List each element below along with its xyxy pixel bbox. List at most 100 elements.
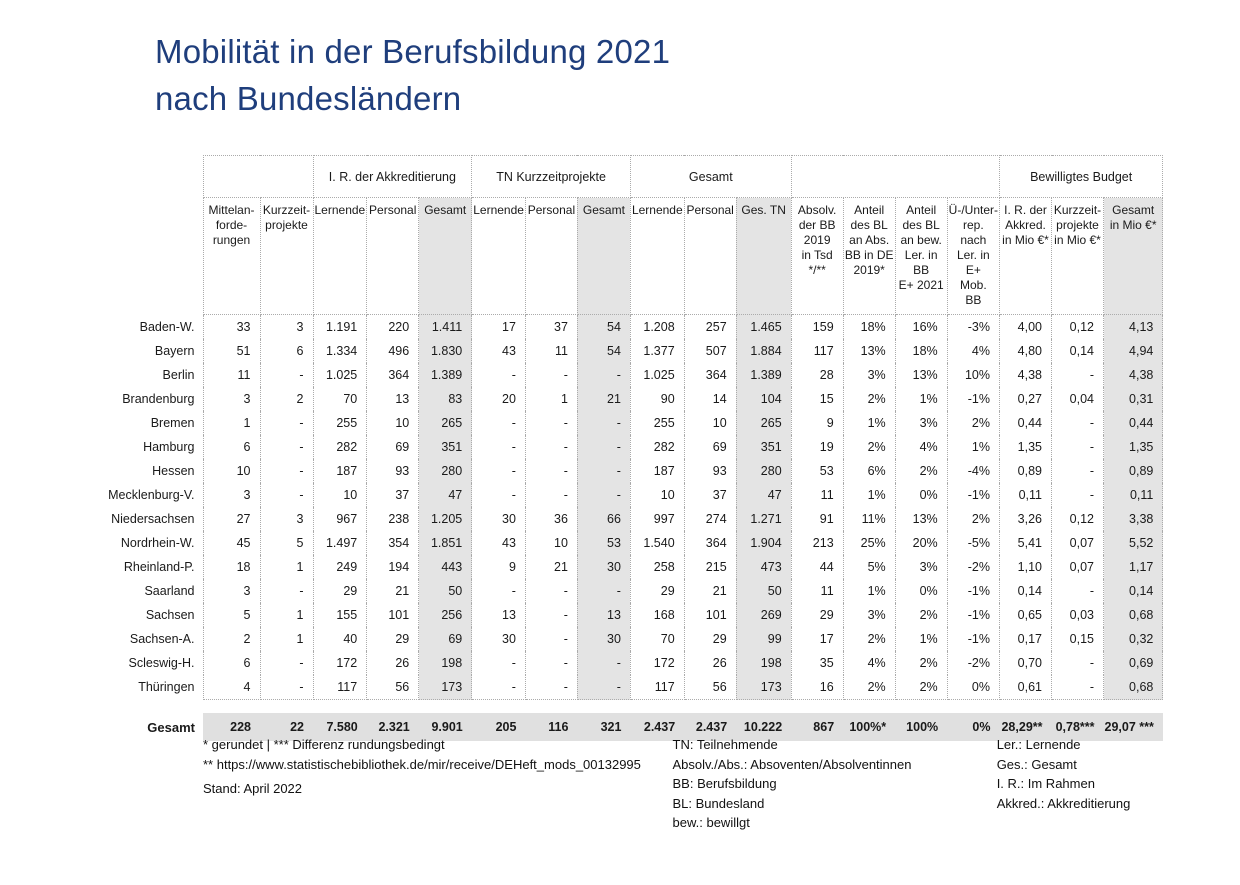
total-cell: 100%*	[843, 713, 896, 741]
cell: 17	[790, 627, 844, 651]
row-label: Saarland	[99, 579, 203, 603]
column-header: Mittelan- forde- rungen	[202, 197, 261, 315]
cell: 40	[312, 627, 368, 651]
cell: 50	[418, 579, 473, 603]
cell: 0,17	[999, 627, 1052, 651]
cell: -	[471, 483, 526, 507]
cell: 1,35	[1102, 435, 1164, 459]
column-header: Kurzzeit- projekte	[259, 197, 314, 315]
cell: 4%	[842, 651, 896, 675]
cell: 5,52	[1102, 531, 1164, 555]
cell: 0,07	[1051, 531, 1104, 555]
page-title-line2: nach Bundesländern	[155, 80, 462, 117]
cell: 280	[735, 459, 792, 483]
cell: 351	[735, 435, 792, 459]
cell: 1.205	[418, 507, 473, 531]
cell: 0,68	[1102, 603, 1164, 627]
cell: -	[1051, 579, 1104, 603]
column-header: Personal	[524, 197, 578, 315]
cell: 0,89	[999, 459, 1052, 483]
cell: 37	[683, 483, 737, 507]
column-header: Lernende	[629, 197, 685, 315]
column-header: Ü-/Unter- rep. nach Ler. in E+ Mob. BB	[946, 197, 1001, 315]
table-row: Bayern 51 6 1.334 496 1.830 43 11 54 1.377 507 1.88…	[99, 339, 1164, 363]
column-header: Anteil des BL an bew. Ler. in BB E+ 2021	[894, 197, 948, 315]
cell: 1.540	[629, 531, 685, 555]
cell: 1,17	[1102, 555, 1164, 579]
cell: 13	[471, 603, 526, 627]
cell: 10	[683, 411, 737, 435]
cell: 0%	[946, 675, 1001, 700]
cell: -	[524, 603, 578, 627]
cell: 10	[312, 483, 368, 507]
cell: 0,68	[1102, 675, 1164, 700]
corner-cell	[99, 197, 203, 315]
cell: 53	[576, 531, 631, 555]
cell: -	[524, 579, 578, 603]
cell: 18	[202, 555, 261, 579]
cell: 1.411	[418, 314, 473, 339]
cell: 2%	[842, 627, 896, 651]
cell: 0,65	[999, 603, 1052, 627]
row-label: Bayern	[99, 339, 203, 363]
cell: -	[259, 411, 314, 435]
table-row: Scleswig-H. 6-172 26 198- - -172 26 198 35 4% 2% -2…	[99, 651, 1164, 675]
cell: 0,31	[1102, 387, 1164, 411]
total-cell: 29,07 ***	[1103, 713, 1163, 741]
cell: 29	[683, 627, 737, 651]
cell: -2%	[946, 651, 1001, 675]
cell: 4%	[946, 339, 1001, 363]
cell: 29	[790, 603, 844, 627]
cell: 13%	[894, 363, 948, 387]
cell: 93	[366, 459, 420, 483]
cell: 0,04	[1051, 387, 1104, 411]
table-row: Rheinland-P. 18 1 249 194 443 9 21 30 258 215 473 44…	[99, 555, 1164, 579]
cell: 27	[202, 507, 261, 531]
cell: 104	[735, 387, 792, 411]
cell: 3%	[894, 411, 948, 435]
column-header: Anteil des BL an Abs. BB in DE 2019*	[842, 197, 896, 315]
cell: 0,27	[999, 387, 1052, 411]
footnote-line: bew.: bewillgt	[672, 815, 750, 830]
cell: 1	[524, 387, 578, 411]
table-row: Brandenburg 3 2 70 13 83 20 1 21 90 14 104 15 2% 1% -1%…	[99, 387, 1164, 411]
row-label: Brandenburg	[99, 387, 203, 411]
table-row: Baden-W. 33 3 1.191 220 1.411 17 37 54 1.208 257 1.…	[99, 314, 1164, 339]
total-cell: 9.901	[418, 713, 472, 741]
table-row: Sachsen-A. 2 1 40 29 69 30-30 70 29 99 17 2% 1% -1% 0,…	[99, 627, 1164, 651]
footnote-line: BB: Berufsbildung	[672, 776, 777, 791]
cell: 1.389	[735, 363, 792, 387]
cell: 14	[683, 387, 737, 411]
cell: 282	[312, 435, 368, 459]
cell: 159	[790, 314, 844, 339]
column-header: Personal	[366, 197, 420, 315]
cell: 11%	[842, 507, 896, 531]
spacer-cell	[99, 699, 1163, 713]
row-label: Mecklenburg-V.	[99, 483, 203, 507]
cell: 496	[366, 339, 420, 363]
cell: 0,70	[999, 651, 1052, 675]
cell: 3	[259, 507, 314, 531]
cell: 45	[202, 531, 261, 555]
cell: 215	[683, 555, 737, 579]
cell: 4,00	[999, 314, 1052, 339]
footnote-line: BL: Bundesland	[672, 795, 765, 811]
cell: 37	[524, 314, 578, 339]
cell: 0,44	[999, 411, 1052, 435]
cell: 15	[790, 387, 844, 411]
cell: 69	[418, 627, 473, 651]
page-title: Mobilität in der Berufsbildung 2021 nach…	[155, 28, 670, 122]
cell: 1.334	[312, 339, 368, 363]
cell: -	[471, 435, 526, 459]
cell: -	[576, 411, 631, 435]
cell: 2%	[842, 387, 896, 411]
cell: 29	[366, 627, 420, 651]
row-label: Hamburg	[99, 435, 203, 459]
cell: 11	[202, 363, 261, 387]
cell: 101	[366, 603, 420, 627]
table-container: I. R. der Akkreditierung TN Kurzzeitproje…	[99, 155, 1164, 741]
total-cell: 100%	[895, 713, 948, 741]
column-header: Gesamt	[576, 197, 631, 315]
footnote-line: * gerundet | *** Differenz rundungsbedin…	[203, 737, 445, 752]
cell: 2%	[842, 435, 896, 459]
